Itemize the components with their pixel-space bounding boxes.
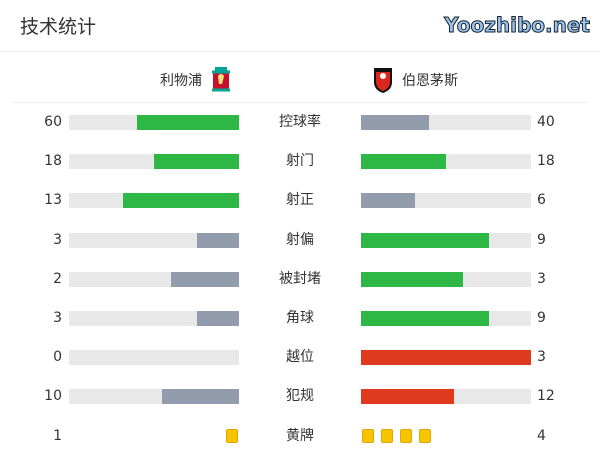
home-bar-fill	[154, 154, 239, 170]
stat-label: 被封堵	[279, 270, 321, 287]
away-bar-fill	[361, 311, 489, 326]
away-bar-track	[361, 232, 531, 248]
away-value: 6	[537, 192, 546, 209]
yellow-card-icon	[362, 428, 374, 443]
away-bar-track	[361, 311, 531, 326]
stat-row: 60 控球率 40	[0, 112, 600, 132]
away-bar-fill	[361, 232, 489, 248]
away-bar-fill	[361, 193, 415, 209]
away-bar-track	[361, 115, 531, 130]
home-bar-track	[69, 311, 239, 326]
away-bar-track	[361, 389, 531, 405]
home-value: 3	[53, 310, 62, 326]
home-bar-fill	[122, 193, 239, 209]
home-bar-fill	[161, 389, 239, 405]
home-bar-track	[69, 271, 239, 287]
panel-title: 技术统计	[20, 16, 97, 38]
away-bar-fill	[361, 154, 446, 170]
home-value: 13	[44, 192, 62, 209]
home-bar-fill	[196, 232, 239, 248]
home-value: 18	[44, 153, 62, 170]
away-bar-fill	[361, 389, 454, 405]
stat-row: 0 越位 3	[0, 347, 600, 367]
yellow-card-icon	[419, 428, 431, 443]
stat-row: 13 射正 6	[0, 190, 600, 210]
yellow-card-icon	[226, 428, 238, 443]
away-team: 伯恩茅斯	[372, 66, 458, 94]
home-value: 2	[53, 270, 62, 287]
home-value: 1	[53, 427, 62, 444]
home-bar-track	[69, 389, 239, 405]
stat-row: 2 被封堵 3	[0, 269, 600, 289]
stat-label: 角球	[286, 310, 314, 326]
away-team-name: 伯恩茅斯	[402, 73, 458, 89]
stat-row: 10 犯规 12	[0, 386, 600, 406]
away-value: 3	[537, 349, 546, 366]
stat-row: 18 射门 18	[0, 151, 600, 171]
stat-row: 3 角球 9	[0, 308, 600, 328]
home-bar-track	[69, 193, 239, 209]
stat-label: 射偏	[286, 231, 314, 248]
stat-label: 犯规	[286, 388, 314, 405]
away-bar-fill	[361, 271, 463, 287]
away-bar-fill	[361, 350, 531, 366]
liverpool-crest-icon	[212, 67, 230, 92]
away-bar-track	[361, 193, 531, 209]
stat-label: 黄牌	[286, 427, 314, 444]
stat-label: 射门	[286, 153, 314, 170]
home-bar-track	[69, 154, 239, 170]
yellow-card-row: 1 黄牌 4	[0, 426, 600, 446]
away-value: 9	[537, 310, 546, 326]
away-value: 4	[537, 427, 546, 444]
home-bar-fill	[171, 271, 239, 287]
divider	[12, 102, 588, 103]
bournemouth-crest-icon	[374, 68, 392, 93]
home-bar-track	[69, 350, 239, 366]
stat-label: 射正	[286, 192, 314, 209]
away-value: 12	[537, 388, 555, 405]
home-bar-fill	[196, 311, 239, 326]
away-bar-track	[361, 271, 531, 287]
yellow-card-icon	[381, 428, 393, 443]
home-bar-fill	[137, 115, 239, 130]
stat-label: 控球率	[279, 114, 321, 130]
away-value: 18	[537, 153, 555, 170]
home-bar-track	[69, 115, 239, 130]
home-bar-track	[69, 232, 239, 248]
away-bar-track	[361, 350, 531, 366]
away-value: 9	[537, 231, 546, 248]
home-value: 60	[44, 114, 62, 130]
divider	[0, 51, 600, 52]
away-bar-track	[361, 154, 531, 170]
home-team: 利物浦	[160, 66, 232, 94]
home-value: 10	[44, 388, 62, 405]
away-value: 3	[537, 270, 546, 287]
yellow-card-icon	[400, 428, 412, 443]
stat-row: 3 射偏 9	[0, 230, 600, 250]
home-team-name: 利物浦	[160, 73, 202, 89]
away-bar-fill	[361, 115, 429, 130]
home-value: 0	[53, 349, 62, 366]
watermark: Yoozhibo.net	[444, 13, 591, 38]
home-value: 3	[53, 231, 62, 248]
away-value: 40	[537, 114, 555, 130]
stat-label: 越位	[286, 349, 314, 366]
